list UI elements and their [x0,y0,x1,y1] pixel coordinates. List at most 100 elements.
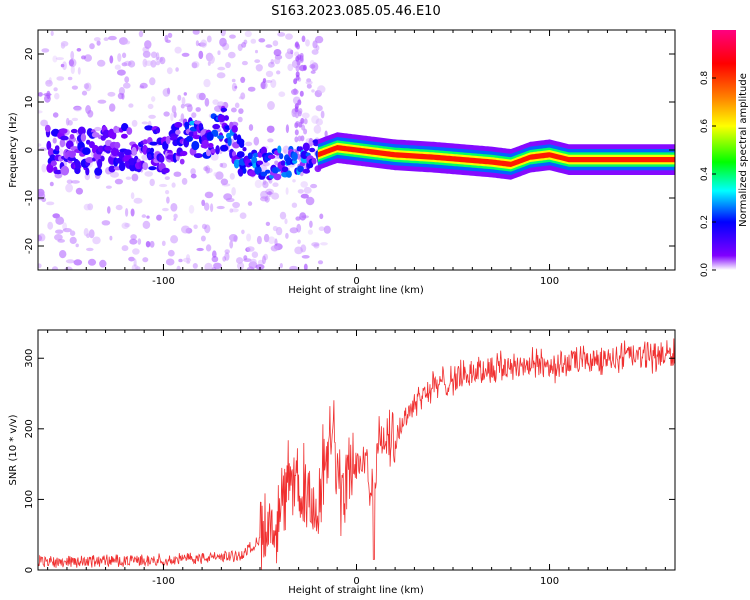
heatmap-noise-cell [155,61,161,66]
heatmap-noise-cell [282,145,290,155]
heatmap-streak-cell [300,135,305,142]
heatmap-ridge-cell [148,166,157,171]
heatmap-noise-cell [131,119,138,127]
heatmap-ridge-cell [273,173,282,181]
heatmap-noise-cell [306,83,312,89]
heatmap-noise-cell [211,267,217,270]
heatmap-ridge-cell [248,170,257,177]
heatmap-noise-cell [301,35,306,43]
heatmap-noise-cell [99,259,107,268]
snr-series-line [38,338,675,570]
heatmap-noise-cell [323,225,331,234]
heatmap-noise-cell [317,85,326,94]
heatmap-noise-cell [162,88,171,97]
heatmap-noise-cell [167,249,175,257]
heatmap-ridge-cell [242,147,247,152]
heatmap-ridge-cell [267,154,276,159]
heatmap-noise-cell [70,180,80,184]
heatmap-noise-cell [54,172,63,179]
heatmap-noise-cell [219,163,223,168]
heatmap-noise-cell [266,125,275,133]
heatmap-ridge-cell [251,156,258,165]
heatmap-band [317,142,675,170]
heatmap-noise-cell [228,51,236,59]
heatmap-noise-cell [166,196,170,204]
heatmap-noise-cell [239,212,247,219]
heatmap-noise-cell [162,207,169,212]
heatmap-noise-cell [236,257,244,264]
heatmap-ridge-cell [149,141,158,146]
heatmap-ridge-cell [231,151,237,157]
heatmap-noise-cell [205,167,213,174]
heatmap-noise-cell [101,220,111,226]
heatmap-ridge-cell [236,151,245,158]
heatmap-noise-cell [300,244,307,253]
heatmap-noise-cell [296,223,302,233]
heatmap-noise-cell [128,256,135,262]
heatmap-noise-cell [225,61,231,69]
heatmap-noise-cell [165,190,170,195]
heatmap-noise-cell [144,171,153,177]
heatmap-ridge-cell [201,139,209,149]
heatmap-ridge-cell [162,167,170,174]
heatmap-noise-cell [88,229,95,239]
heatmap-noise-cell [124,222,131,228]
heatmap-noise-cell [75,243,79,248]
heatmap-noise-cell [309,64,316,69]
heatmap-noise-cell [115,204,123,211]
heatmap-streak-cell [294,106,299,113]
heatmap-ridge-cell [144,125,154,131]
heatmap-noise-cell [55,229,64,234]
heatmap-noise-cell [206,35,212,43]
heatmap-noise-cell [110,171,119,178]
heatmap-noise-cell [150,60,157,68]
heatmap-noise-cell [265,221,271,226]
heatmap-noise-cell [315,118,323,126]
heatmap-noise-cell [38,234,43,242]
heatmap-noise-cell [133,258,137,267]
heatmap-noise-cell [55,57,64,61]
heatmap-noise-cell [121,62,128,67]
heatmap-noise-cell [170,203,178,212]
heatmap-ridge-cell [300,150,309,160]
heatmap-noise-cell [50,30,54,36]
heatmap-streak-cell [299,90,304,97]
heatmap-noise-cell [48,77,52,84]
heatmap-noise-cell [310,183,318,189]
heatmap-noise-cell [229,34,236,39]
heatmap-ridge-cell [104,145,113,151]
heatmap-noise-cell [320,110,325,119]
heatmap-noise-cell [219,37,227,47]
heatmap-noise-cell [324,130,328,138]
heatmap-noise-cell [267,138,274,143]
heatmap-noise-cell [117,92,124,100]
heatmap-noise-cell [286,48,293,55]
heatmap-noise-cell [251,251,259,258]
heatmap-noise-cell [231,208,239,213]
heatmap-noise-cell [203,78,211,88]
heatmap-ridge-cell [110,131,117,140]
heatmap-ridge-cell [186,135,193,142]
heatmap-noise-cell [265,80,273,83]
y-tick-label: -20 [24,238,35,254]
heatmap-noise-cell [272,40,279,47]
heatmap-noise-cell [237,262,245,270]
x-tick-label: 100 [540,276,559,287]
heatmap-noise-cell [262,161,270,167]
heatmap-noise-cell [130,234,137,240]
heatmap-noise-cell [117,53,122,62]
heatmap-noise-cell [149,178,155,187]
heatmap-ridge-cell [212,131,219,137]
heatmap-noise-cell [262,78,267,83]
heatmap-noise-cell [148,114,156,119]
heatmap-noise-cell [161,240,166,246]
heatmap-noise-cell [303,263,308,270]
heatmap-noise-cell [54,234,63,241]
heatmap-noise-cell [84,173,91,181]
heatmap-noise-cell [75,187,83,195]
heatmap-noise-cell [279,211,287,220]
heatmap-noise-cell [255,64,263,72]
heatmap-noise-cell [232,201,241,209]
y-tick-label: 10 [24,96,35,109]
heatmap-noise-cell [38,143,42,147]
